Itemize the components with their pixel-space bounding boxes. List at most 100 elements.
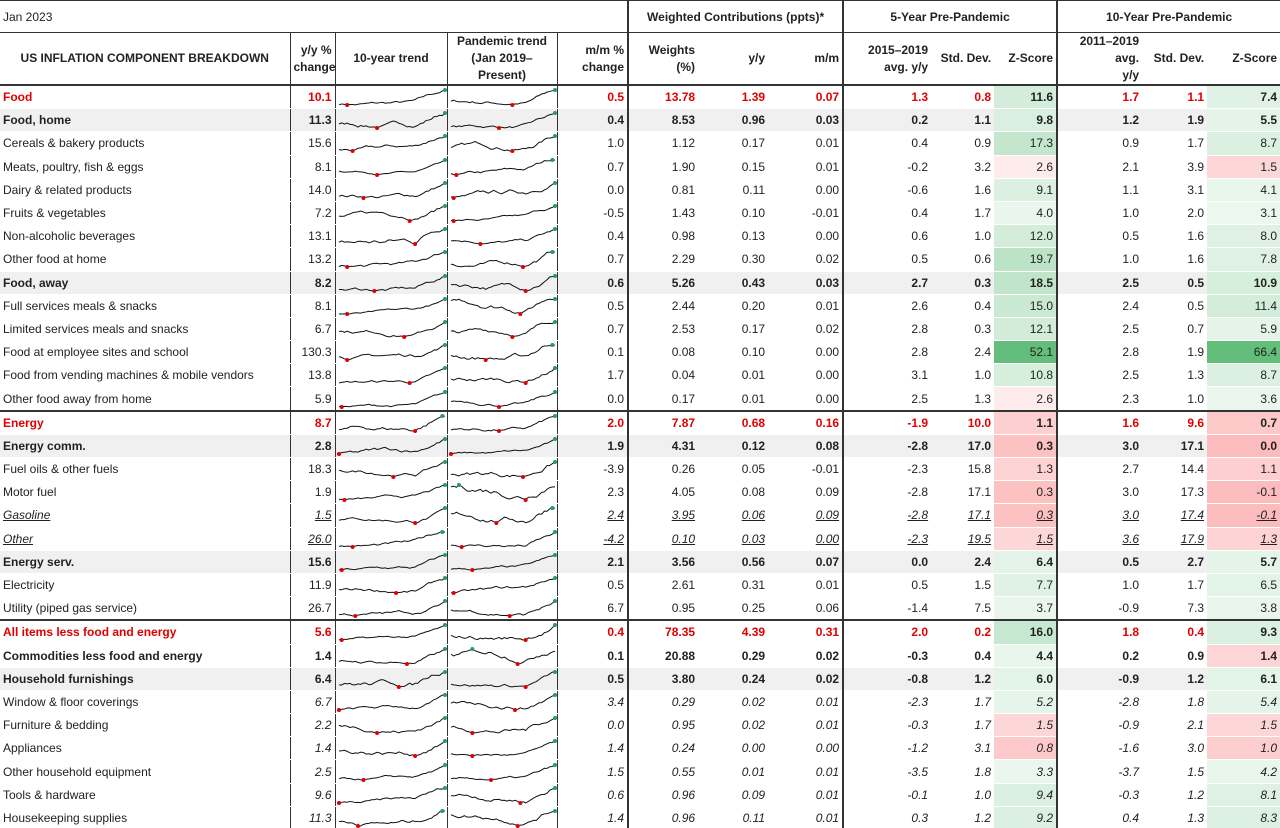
sparkline [338, 808, 445, 828]
sparkline-cell [334, 434, 447, 459]
trend-marker [509, 103, 514, 108]
cell: 1.3 [931, 386, 995, 412]
z-score: 3.3 [994, 759, 1058, 784]
cell: -1.6 [1056, 736, 1143, 761]
trend-marker [552, 366, 557, 371]
cell: 11.3 [289, 108, 335, 133]
cell: 0.0 [556, 386, 629, 412]
row-label: Appliances [0, 736, 290, 761]
sparkline [448, 436, 557, 456]
sparkline [450, 739, 557, 759]
sparkline-cell [446, 713, 557, 738]
trend-line [338, 648, 445, 665]
z-score: 3.8 [1207, 596, 1280, 621]
z-score: 1.5 [1207, 713, 1280, 738]
trend-line [450, 251, 555, 268]
cell: 20.88 [627, 644, 699, 668]
trend-marker [549, 250, 554, 255]
cell: 0.4 [1056, 806, 1143, 828]
trend-marker [496, 428, 501, 433]
cell: 0.11 [698, 178, 769, 202]
trend-marker [336, 451, 341, 456]
z-score: 1.4 [1207, 644, 1280, 668]
cell: 4.39 [698, 619, 769, 645]
trend-marker [442, 460, 447, 465]
z-score: 0.3 [994, 434, 1058, 459]
cell: 0.09 [698, 783, 769, 807]
sparkline-cell [446, 363, 557, 388]
trend-marker [350, 544, 355, 549]
trend-marker [552, 319, 557, 324]
trend-marker [412, 754, 417, 759]
sparkline [450, 389, 557, 409]
cell: 13.2 [289, 247, 335, 272]
trend-marker [552, 180, 557, 185]
trend-marker [488, 777, 493, 782]
cell: 3.1 [842, 363, 932, 388]
trend-line [338, 275, 445, 292]
trend-marker [360, 777, 365, 782]
cell: 8.1 [289, 294, 335, 318]
sparkline-cell [334, 759, 447, 784]
cell: 0.10 [698, 340, 769, 365]
sparkline [336, 785, 447, 805]
trend-marker [407, 381, 412, 386]
cell: 0.10 [627, 527, 699, 551]
cell: 3.80 [627, 667, 699, 691]
cell: 3.4 [556, 690, 629, 715]
trend-line [450, 298, 555, 315]
cell: 2.0 [842, 619, 932, 645]
trend-marker [515, 823, 520, 828]
z-score: 1.3 [994, 457, 1058, 482]
cell: 1.7 [556, 363, 629, 388]
cell: 130.3 [289, 340, 335, 365]
cell: 2.5 [1056, 363, 1143, 388]
z-score: 3.1 [1207, 201, 1280, 226]
sparkline-cell [446, 783, 557, 807]
cell: -2.8 [842, 503, 932, 528]
cell: 5.6 [289, 619, 335, 645]
cell: 1.4 [289, 736, 335, 761]
cell: 1.12 [627, 131, 699, 156]
cell: 0.0 [556, 178, 629, 202]
z-score: 6.0 [994, 667, 1058, 691]
z-score: 16.0 [994, 619, 1058, 645]
cell: 2.7 [842, 271, 932, 295]
cell: 17.1 [1142, 434, 1208, 459]
sparkline-cell [334, 550, 447, 574]
cell: 0.01 [768, 783, 844, 807]
trend-marker [469, 567, 474, 572]
z-score: 9.1 [994, 178, 1058, 202]
trend-line [450, 531, 555, 548]
cell: 2.53 [627, 317, 699, 342]
trend-marker [523, 638, 528, 643]
sparkline [450, 296, 557, 316]
trend-marker [442, 506, 447, 511]
cell: 2.5 [1056, 271, 1143, 295]
sparkline-cell [446, 596, 557, 621]
cell: 1.90 [627, 155, 699, 179]
cell: 0.3 [931, 317, 995, 342]
cell: 8.53 [627, 108, 699, 133]
cell: 0.7 [556, 155, 629, 179]
trend-marker [442, 576, 447, 581]
trend-marker [412, 242, 417, 247]
sparkline-cell [446, 201, 557, 226]
cell: 1.0 [1056, 201, 1143, 226]
sparkline [450, 157, 555, 177]
trend-marker [552, 552, 557, 557]
trend-marker [412, 428, 417, 433]
z-score: 11.6 [994, 85, 1058, 110]
cell: 17.4 [1142, 503, 1208, 528]
cell: 0.5 [1142, 294, 1208, 318]
cell: 1.1 [1142, 85, 1208, 110]
table-row: Utility (piped gas service) 26.7 6.7 0.95 0.… [0, 596, 1280, 621]
trend-marker [552, 296, 557, 301]
cell: 0.7 [556, 247, 629, 272]
cell: 7.5 [931, 596, 995, 621]
cell: 0.02 [698, 690, 769, 715]
z-score: 0.8 [994, 736, 1058, 761]
sparkline [338, 460, 447, 480]
trend-line [450, 391, 555, 408]
trend-line [338, 112, 445, 129]
